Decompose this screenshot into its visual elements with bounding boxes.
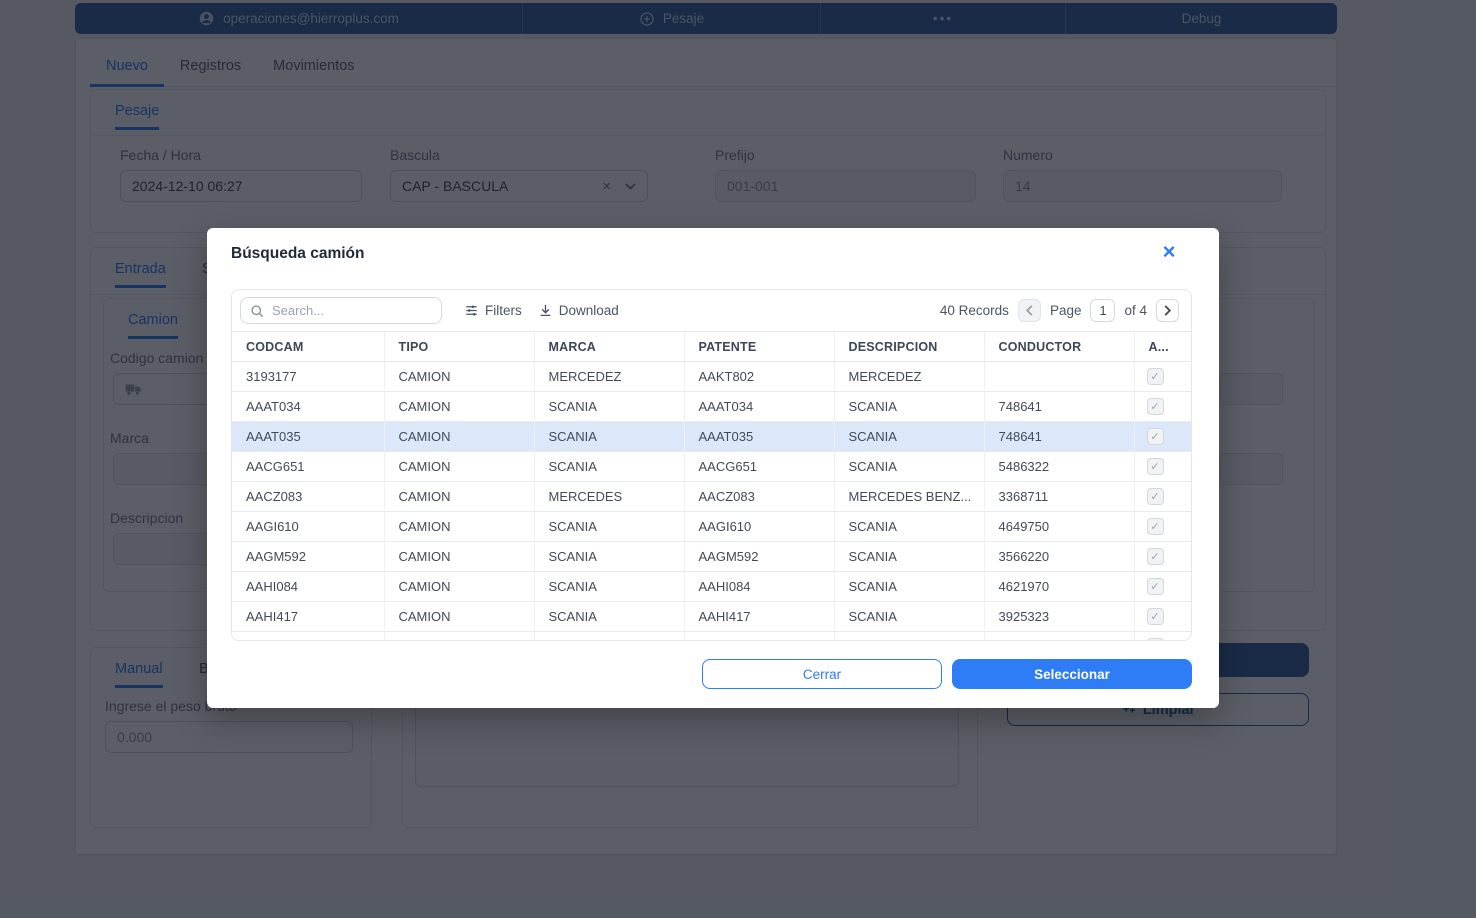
column-header: MARCA xyxy=(533,331,684,362)
filters-button[interactable]: Filters xyxy=(464,303,522,318)
table-row[interactable]: AACG651 CAMION SCANIA AACG651 SCANIA 5486322 ✓ xyxy=(232,451,1191,482)
download-label: Download xyxy=(558,303,619,318)
column-header: DESCRIPCION xyxy=(833,331,984,362)
table-row[interactable]: AAAT034 CAMION SCANIA AAAT034 SCANIA 748641 ✓ xyxy=(232,391,1191,422)
row-checkbox[interactable] xyxy=(1146,638,1164,640)
row-checkbox[interactable]: ✓ xyxy=(1146,488,1164,506)
row-checkbox[interactable]: ✓ xyxy=(1146,428,1164,446)
row-checkbox[interactable]: ✓ xyxy=(1146,458,1164,476)
page-label: Page xyxy=(1049,303,1082,318)
close-icon[interactable]: × xyxy=(1162,239,1176,264)
page-input[interactable] xyxy=(1090,299,1116,322)
table-row[interactable]: AAHI084 CAMION SCANIA AAHI084 SCANIA 4621970 ✓ xyxy=(232,571,1191,602)
column-header: CODCAM xyxy=(232,331,384,362)
prev-page-button[interactable] xyxy=(1017,299,1041,322)
cerrar-button[interactable]: Cerrar xyxy=(702,659,942,689)
search-box[interactable] xyxy=(240,297,442,324)
truck-table-body: 3193177 CAMION MERCEDEZ AAKT802 MERCEDEZ ✓ AAA… xyxy=(232,361,1191,640)
page-of-label: of 4 xyxy=(1124,303,1147,318)
search-icon xyxy=(251,304,264,317)
seleccionar-button[interactable]: Seleccionar xyxy=(952,659,1192,689)
table-row[interactable]: AACZ083 CAMION MERCEDES AACZ083 MERCEDES BEN… xyxy=(232,481,1191,512)
table-header-row: CODCAM TIPO MARCA PATENTE DESCRIPCION CONDUCT… xyxy=(232,331,1191,362)
row-checkbox[interactable]: ✓ xyxy=(1146,398,1164,416)
table-toolbar: Filters Download 40 Records Page of 4 xyxy=(232,290,1191,331)
truck-table: CODCAM TIPO MARCA PATENTE DESCRIPCION CONDUCT… xyxy=(232,331,1191,640)
table-row[interactable]: AAGM592 CAMION SCANIA AAGM592 SCANIA 3566220 ✓ xyxy=(232,541,1191,572)
modal-title: Búsqueda camión xyxy=(231,245,365,262)
truck-table-wrap: CODCAM TIPO MARCA PATENTE DESCRIPCION CONDUCT… xyxy=(232,331,1191,640)
row-checkbox[interactable]: ✓ xyxy=(1146,518,1164,536)
table-row[interactable] xyxy=(232,631,1191,640)
column-header: TIPO xyxy=(383,331,534,362)
row-checkbox[interactable]: ✓ xyxy=(1146,548,1164,566)
column-header: PATENTE xyxy=(683,331,834,362)
table-row[interactable]: AAHI417 CAMION SCANIA AAHI417 SCANIA 3925323 ✓ xyxy=(232,601,1191,632)
download-icon xyxy=(540,304,551,317)
row-checkbox[interactable]: ✓ xyxy=(1146,608,1164,626)
table-row[interactable]: AAAT035 CAMION SCANIA AAAT035 SCANIA 748641 ✓ xyxy=(232,421,1191,452)
filters-icon xyxy=(466,305,477,316)
table-container: Filters Download 40 Records Page of 4 xyxy=(231,289,1192,641)
table-row[interactable]: AAGI610 CAMION SCANIA AAGI610 SCANIA 4649750 ✓ xyxy=(232,511,1191,542)
chevron-right-icon xyxy=(1164,305,1172,316)
download-button[interactable]: Download xyxy=(538,303,619,318)
search-input[interactable] xyxy=(270,302,432,319)
column-header: A... xyxy=(1133,331,1191,362)
row-checkbox[interactable]: ✓ xyxy=(1146,368,1164,386)
next-page-button[interactable] xyxy=(1156,299,1179,322)
table-row[interactable]: 3193177 CAMION MERCEDEZ AAKT802 MERCEDEZ ✓ xyxy=(232,361,1191,392)
pagination: 40 Records Page of 4 xyxy=(940,299,1179,322)
column-header: CONDUCTOR xyxy=(983,331,1134,362)
records-count: 40 Records xyxy=(939,303,1009,318)
chevron-left-icon xyxy=(1025,305,1033,316)
busqueda-camion-modal: Búsqueda camión × Filters xyxy=(207,228,1219,708)
filters-label: Filters xyxy=(485,303,522,318)
row-checkbox[interactable]: ✓ xyxy=(1146,578,1164,596)
